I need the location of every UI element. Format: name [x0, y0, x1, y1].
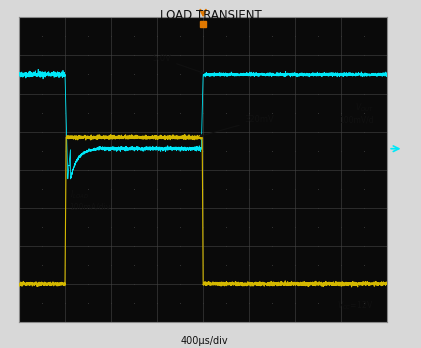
Text: $I_{LOAD}$
100mA/div: $I_{LOAD}$ 100mA/div [69, 189, 111, 212]
Text: $V_{CC}$=12V: $V_{CC}$=12V [337, 300, 373, 313]
Text: $V_{OUT}$
100mV/d: $V_{OUT}$ 100mV/d [339, 101, 373, 124]
Text: 400μs/div: 400μs/div [180, 336, 228, 346]
Text: 320mV: 320mV [200, 115, 274, 137]
Text: LOAD TRANSIENT: LOAD TRANSIENT [160, 9, 261, 22]
Text: 5.0V: 5.0V [152, 54, 204, 74]
